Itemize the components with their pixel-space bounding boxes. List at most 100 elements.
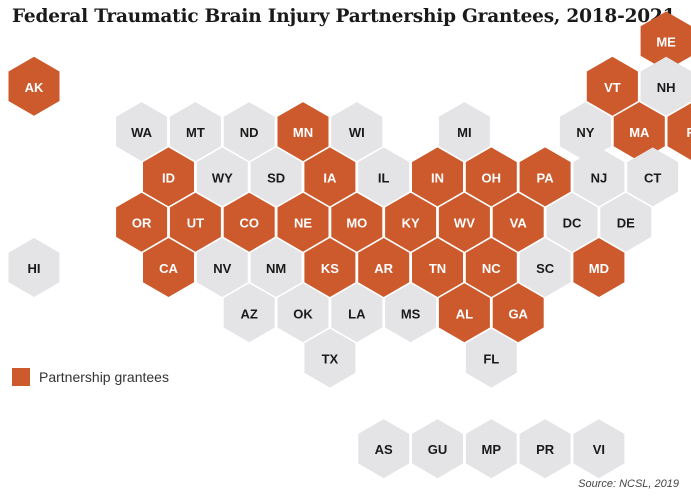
state-tile-ca: CA	[143, 238, 194, 297]
hex-shape	[116, 102, 168, 162]
state-code-label: NM	[266, 261, 286, 276]
state-code-label: NC	[482, 261, 501, 276]
state-code-label: LA	[348, 306, 366, 321]
state-code-label: KY	[402, 216, 420, 231]
hex-shape	[559, 102, 611, 162]
state-code-label: CT	[644, 170, 661, 185]
hex-shape	[573, 238, 625, 297]
hex-shape	[277, 102, 329, 162]
state-tile-tx: TX	[304, 328, 356, 388]
hex-shape	[385, 192, 437, 252]
hex-shape	[465, 238, 517, 297]
hex-shape	[546, 192, 598, 252]
hex-shape	[627, 147, 679, 207]
hex-shape	[223, 283, 275, 343]
hex-shape	[385, 283, 437, 343]
state-code-label: MO	[346, 216, 367, 231]
map-title: Federal Traumatic Brain Injury Partnersh…	[12, 6, 676, 27]
state-tile-hi: HI	[8, 238, 60, 297]
state-code-label: IN	[431, 170, 444, 185]
state-tile-sc: SC	[519, 238, 571, 297]
hex-shape	[223, 102, 275, 162]
state-tile-ma: MA	[613, 102, 665, 162]
state-code-label: MA	[629, 125, 650, 140]
state-code-label: ND	[240, 125, 259, 140]
state-code-label: NE	[294, 216, 312, 231]
state-code-label: VT	[604, 80, 621, 95]
state-tile-mi: MI	[438, 102, 490, 162]
state-code-label: PR	[536, 442, 555, 457]
state-tile-nj: NJ	[573, 147, 625, 207]
state-code-label: RI	[687, 125, 691, 140]
hex-shape	[640, 11, 691, 71]
state-tile-pr: PR	[519, 419, 571, 479]
state-tile-ks: KS	[304, 238, 356, 297]
state-code-label: DC	[563, 216, 582, 231]
state-tile-mp: MP	[465, 419, 517, 479]
state-code-label: MS	[401, 306, 421, 321]
hex-shape	[438, 102, 490, 162]
state-tile-mo: MO	[331, 192, 383, 252]
hex-shape	[412, 238, 463, 297]
hex-shape	[465, 328, 517, 388]
state-tile-wa: WA	[116, 102, 168, 162]
hex-shape	[586, 56, 638, 116]
state-tile-pa: PA	[519, 147, 571, 207]
state-code-label: HI	[28, 261, 41, 276]
hex-shape	[438, 192, 490, 252]
hex-shape	[304, 238, 356, 297]
state-code-label: FL	[483, 352, 499, 367]
state-tile-ga: GA	[492, 283, 544, 343]
hex-shape	[8, 238, 60, 297]
state-tile-id: ID	[143, 147, 194, 207]
state-code-label: CA	[159, 261, 178, 276]
state-code-label: AS	[375, 442, 393, 457]
state-code-label: PA	[537, 170, 555, 185]
state-tile-az: AZ	[223, 283, 275, 343]
hex-shape	[519, 147, 571, 207]
state-code-label: WI	[349, 125, 365, 140]
hex-shape	[196, 147, 248, 207]
state-code-label: IL	[378, 170, 390, 185]
hex-shape	[573, 147, 625, 207]
state-code-label: MT	[186, 125, 205, 140]
hex-shape	[465, 147, 517, 207]
state-code-label: GU	[428, 442, 448, 457]
hex-shape	[358, 147, 410, 207]
state-code-label: UT	[187, 216, 204, 231]
state-code-label: TN	[429, 261, 446, 276]
hex-shape	[331, 283, 383, 343]
state-code-label: KS	[321, 261, 339, 276]
state-code-label: GA	[508, 306, 528, 321]
state-tile-co: CO	[223, 192, 275, 252]
hex-shape	[465, 419, 517, 479]
state-tile-wv: WV	[438, 192, 490, 252]
state-code-label: NY	[576, 125, 594, 140]
state-code-label: WY	[212, 170, 233, 185]
state-code-label: AR	[374, 261, 393, 276]
state-tile-ne: NE	[277, 192, 329, 252]
state-tile-ia: IA	[304, 147, 356, 207]
state-code-label: CO	[239, 216, 259, 231]
hex-shape	[143, 147, 194, 207]
hex-shape	[304, 328, 356, 388]
state-code-label: NJ	[591, 170, 608, 185]
hex-shape	[412, 419, 463, 479]
state-tile-nd: ND	[223, 102, 275, 162]
hex-shape	[412, 147, 463, 207]
hex-shape	[169, 102, 221, 162]
hex-shape	[640, 56, 691, 116]
state-tile-mn: MN	[277, 102, 329, 162]
state-code-label: OH	[482, 170, 502, 185]
state-tile-vt: VT	[586, 56, 638, 116]
state-tile-me: ME	[640, 11, 691, 71]
state-code-label: AL	[456, 306, 473, 321]
state-tile-md: MD	[573, 238, 625, 297]
legend: Partnership grantees	[12, 368, 169, 386]
legend-label: Partnership grantees	[39, 369, 169, 385]
state-tile-fl: FL	[465, 328, 517, 388]
state-tile-ny: NY	[559, 102, 611, 162]
state-tile-va: VA	[492, 192, 544, 252]
hex-shape	[304, 147, 356, 207]
hex-shape	[519, 419, 571, 479]
